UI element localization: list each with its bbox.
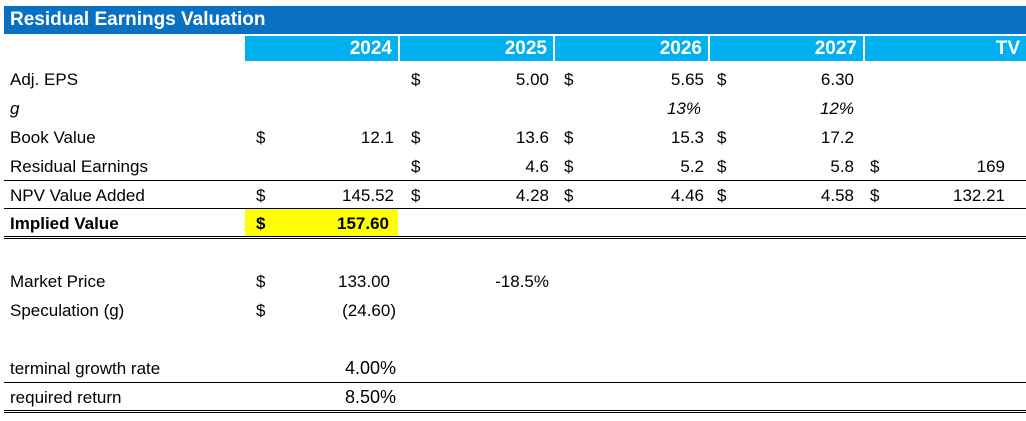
currency-sign: $ xyxy=(717,70,727,89)
col-header-2027[interactable]: 2027 xyxy=(710,36,863,61)
cell-2027[interactable]: 6.30 xyxy=(820,70,854,89)
currency-sign: $ xyxy=(256,272,266,291)
currency-sign: $ xyxy=(717,157,727,176)
cell-2025[interactable]: 13.6 xyxy=(515,128,549,147)
divider xyxy=(4,208,1026,209)
implied-value-cell[interactable]: 157.60 xyxy=(337,214,389,233)
cell-2024[interactable]: 12.1 xyxy=(360,128,394,147)
cell-2027[interactable]: 5.8 xyxy=(830,157,854,176)
cell-2025[interactable]: 5.00 xyxy=(515,70,549,89)
row-label[interactable]: Speculation (g) xyxy=(10,301,125,320)
col-header-2025[interactable]: 2025 xyxy=(400,36,553,61)
row-terminal-growth: terminal growth rate 4.00% xyxy=(4,354,1026,383)
cell-2026[interactable]: 15.3 xyxy=(670,128,704,147)
divider xyxy=(4,180,1026,181)
row-required-return: required return 8.50% xyxy=(4,383,1026,412)
cell-tv[interactable]: 169 xyxy=(976,157,1005,176)
row-implied-value: Implied Value $ 157.60 xyxy=(4,209,1026,238)
col-header-tv[interactable]: TV xyxy=(865,36,1026,61)
required-return-cell[interactable]: 8.50% xyxy=(344,387,396,407)
currency-sign: $ xyxy=(256,186,266,205)
row-label[interactable]: Adj. EPS xyxy=(10,70,79,89)
cell-2025[interactable]: 4.6 xyxy=(525,157,549,176)
row-label[interactable]: required return xyxy=(10,388,122,407)
cell-2027[interactable]: 4.58 xyxy=(820,186,854,205)
currency-sign: $ xyxy=(564,128,574,147)
implied-value-highlight xyxy=(245,209,398,236)
double-underline xyxy=(4,410,1026,413)
cell-2026[interactable]: 5.2 xyxy=(680,157,704,176)
cell-2024[interactable]: 145.52 xyxy=(342,186,394,205)
cell-2025[interactable]: 4.28 xyxy=(515,186,549,205)
cell-2026[interactable]: 13% xyxy=(666,99,701,118)
currency-sign: $ xyxy=(411,70,421,89)
currency-sign: $ xyxy=(256,128,266,147)
row-market-price: Market Price $ 133.00 -18.5% xyxy=(4,267,1026,296)
row-g: g 13% 12% xyxy=(4,94,1026,123)
cell-2026[interactable]: 5.65 xyxy=(670,70,704,89)
sheet-title: Residual Earnings Valuation xyxy=(4,6,1026,34)
currency-sign: $ xyxy=(564,70,574,89)
row-speculation: Speculation (g) $ (24.60) xyxy=(4,296,1026,325)
currency-sign: $ xyxy=(717,186,727,205)
currency-sign: $ xyxy=(564,157,574,176)
row-label[interactable]: Residual Earnings xyxy=(10,157,148,176)
currency-sign: $ xyxy=(411,186,421,205)
market-price-pct-cell[interactable]: -18.5% xyxy=(495,272,549,291)
row-adj-eps: Adj. EPS $ 5.00 $ 5.65 $ 6.30 xyxy=(4,65,1026,94)
cell-2027[interactable]: 17.2 xyxy=(820,128,854,147)
market-price-cell[interactable]: 133.00 xyxy=(338,272,390,291)
currency-sign: $ xyxy=(870,186,880,205)
row-label[interactable]: Book Value xyxy=(10,128,96,147)
currency-sign: $ xyxy=(256,301,266,320)
row-label[interactable]: Implied Value xyxy=(10,214,119,233)
row-residual-earnings: Residual Earnings $ 4.6 $ 5.2 $ 5.8 $ 16… xyxy=(4,152,1026,181)
col-header-2026[interactable]: 2026 xyxy=(555,36,708,61)
currency-sign: $ xyxy=(717,128,727,147)
row-book-value: Book Value $ 12.1 $ 13.6 $ 15.3 $ 17.2 xyxy=(4,123,1026,152)
cell-2026[interactable]: 4.46 xyxy=(670,186,704,205)
cell-2027[interactable]: 12% xyxy=(819,99,854,118)
terminal-growth-cell[interactable]: 4.00% xyxy=(344,358,396,378)
double-underline xyxy=(4,236,1026,239)
divider xyxy=(4,382,1026,383)
speculation-cell[interactable]: (24.60) xyxy=(342,301,396,320)
currency-sign: $ xyxy=(411,157,421,176)
row-label[interactable]: terminal growth rate xyxy=(10,359,161,378)
currency-sign: $ xyxy=(411,128,421,147)
row-label[interactable]: Market Price xyxy=(10,272,106,291)
currency-sign: $ xyxy=(870,157,880,176)
row-label[interactable]: g xyxy=(10,99,20,118)
cell-tv[interactable]: 132.21 xyxy=(953,186,1005,205)
col-header-2024[interactable]: 2024 xyxy=(245,36,398,61)
row-label[interactable]: NPV Value Added xyxy=(10,186,145,205)
currency-sign: $ xyxy=(256,214,266,233)
row-npv-value-added: NPV Value Added $ 145.52 $ 4.28 $ 4.46 $… xyxy=(4,181,1026,210)
currency-sign: $ xyxy=(564,186,574,205)
